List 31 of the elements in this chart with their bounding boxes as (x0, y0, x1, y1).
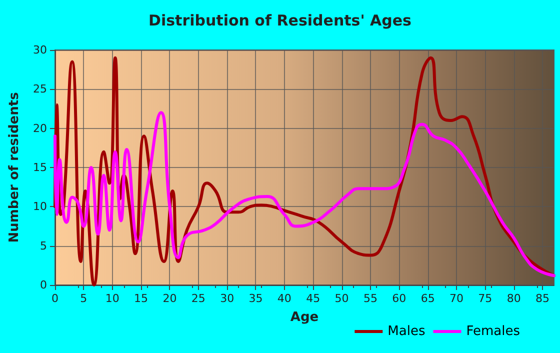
legend-label: Males (388, 324, 426, 339)
y-tick-label: 20 (33, 122, 47, 135)
y-tick-label: 15 (33, 161, 47, 174)
line-series (54, 111, 556, 278)
x-tick-label: 20 (162, 292, 177, 305)
x-tick-label: 60 (392, 292, 406, 305)
x-tick-label: 25 (191, 292, 206, 305)
x-tick-label: 0 (52, 292, 58, 305)
x-tick-label: 85 (536, 292, 550, 305)
x-tick-label: 35 (248, 292, 263, 305)
x-tick-label: 15 (134, 292, 148, 305)
x-tick-label: 70 (449, 292, 464, 305)
x-tick-label: 65 (420, 292, 435, 305)
x-tick-label: 40 (277, 292, 292, 305)
x-tick-label: 80 (506, 292, 521, 305)
legend-label: Females (466, 324, 520, 339)
y-axis-title: Number of residents (7, 92, 22, 243)
x-tick-label: 30 (220, 292, 234, 305)
x-tick-label: 5 (80, 292, 88, 305)
y-tick-label: 30 (33, 44, 47, 56)
x-tick-label: 75 (478, 292, 492, 305)
y-tick-label: 25 (33, 82, 47, 96)
x-tick-label: 10 (105, 292, 120, 305)
y-tick-label: 0 (40, 278, 47, 292)
y-tick-label: 10 (33, 200, 47, 214)
x-tick-label: 50 (334, 292, 349, 305)
chart-title: Distribution of Residents' Ages (148, 12, 412, 30)
x-tick-label: 45 (306, 292, 320, 305)
x-tick-label: 55 (363, 292, 378, 305)
y-tick-label: 5 (40, 239, 47, 252)
x-axis-title: Age (290, 310, 319, 325)
